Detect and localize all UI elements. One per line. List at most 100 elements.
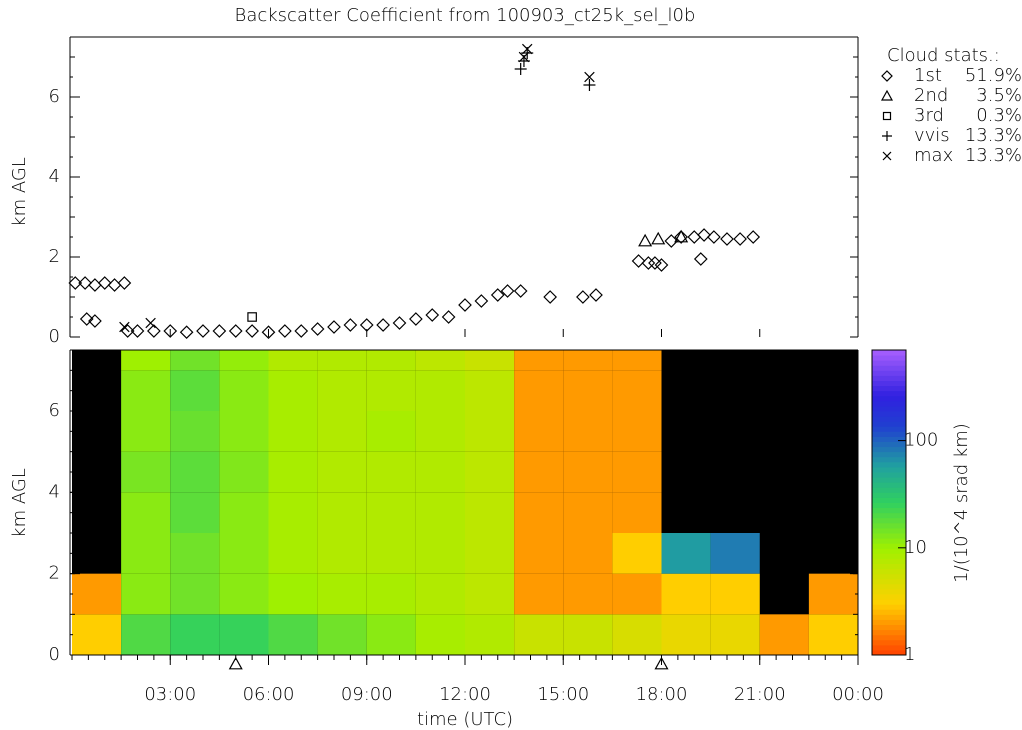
heat-cell — [219, 614, 269, 655]
heat-cell — [808, 573, 858, 615]
heat-cell — [121, 451, 171, 493]
heat-cell — [465, 492, 515, 533]
heat-cell — [514, 370, 564, 411]
point — [97, 276, 112, 290]
heat-cell — [563, 573, 613, 615]
heat-cell — [563, 533, 613, 574]
heat-cell — [366, 370, 416, 411]
heat-cell — [72, 573, 122, 615]
point — [147, 324, 161, 338]
y-tick-label: 4 — [49, 481, 60, 502]
colorbar-segment — [872, 472, 906, 478]
colorbar-segment — [872, 482, 906, 488]
heat-cell — [514, 451, 564, 493]
x-tick-label: 21:00 — [734, 684, 786, 705]
legend-stat: 13.3% — [965, 145, 1022, 166]
y-tick-label: 0 — [49, 326, 60, 347]
heat-cell — [563, 411, 613, 452]
y-axis-label: km AGL — [9, 468, 30, 538]
colorbar-segment — [872, 451, 906, 458]
heat-cell — [366, 451, 416, 493]
x-axis-label: time (UTC) — [417, 709, 513, 730]
colorbar-segment — [872, 604, 906, 610]
point — [78, 276, 92, 290]
colorbar-segment — [872, 355, 906, 361]
y-tick-label: 2 — [49, 246, 60, 267]
colorbar-segment — [872, 594, 906, 600]
point — [310, 322, 325, 336]
heat-cell — [121, 492, 171, 533]
colorbar-tick-label: 100 — [904, 430, 938, 451]
colorbar-segment — [872, 390, 906, 397]
colorbar-segment — [872, 350, 906, 356]
legend-label: vvis — [914, 125, 950, 146]
heat-cell — [366, 614, 416, 655]
point — [514, 63, 527, 75]
colorbar-segment — [872, 461, 906, 468]
heat-cell — [268, 370, 318, 411]
colorbar-segment — [872, 360, 906, 366]
point — [68, 276, 83, 290]
point — [746, 230, 761, 244]
heat-cell — [170, 533, 220, 574]
time-marker — [228, 656, 243, 670]
point — [664, 234, 679, 248]
heat-cell — [366, 492, 416, 533]
legend-marker — [882, 111, 892, 121]
heat-cell — [317, 614, 367, 655]
legend-marker — [882, 131, 892, 141]
point — [654, 258, 669, 272]
heat-cell — [514, 350, 564, 371]
colorbar-segment — [872, 507, 906, 514]
colorbar-segment — [872, 405, 906, 412]
heat-cell — [514, 492, 564, 533]
x-tick-label: 06:00 — [243, 684, 295, 705]
colorbar-tick-label: 10 — [904, 537, 927, 558]
colorbar-segment — [872, 558, 906, 564]
heat-cell — [170, 573, 220, 615]
heat-cell — [563, 614, 613, 655]
point — [474, 294, 489, 308]
point — [631, 254, 646, 268]
heat-cell — [121, 573, 171, 615]
colorbar-tick-label: 1 — [904, 644, 915, 665]
colorbar-segment — [872, 421, 906, 427]
heat-cell — [219, 492, 269, 533]
heat-cell — [514, 614, 564, 655]
colorbar-segment — [872, 624, 906, 631]
point — [179, 325, 194, 340]
colorbar-frame — [871, 349, 907, 656]
legend-label: max — [914, 145, 953, 166]
colorbar-segment — [872, 644, 906, 651]
point — [589, 288, 603, 302]
colorbar-segment — [872, 502, 906, 509]
heat-cell — [514, 411, 564, 452]
heat-cell — [563, 350, 613, 371]
colorbar-segment — [872, 385, 906, 392]
heat-cell — [121, 350, 171, 371]
colorbar-segment — [872, 522, 906, 529]
heat-cell — [170, 492, 220, 533]
x-tick-label: 18:00 — [636, 684, 688, 705]
heat-cell — [465, 370, 515, 411]
colorbar-segment — [872, 583, 906, 590]
colorbar-segment — [872, 609, 906, 615]
point — [707, 230, 721, 244]
colorbar-segment — [872, 588, 906, 595]
heat-cell — [612, 370, 662, 411]
heat-cell — [612, 533, 662, 574]
heat-cell — [170, 370, 220, 411]
heat-cell — [317, 370, 367, 411]
legend-label: 3rd — [914, 105, 944, 126]
colorbar-segment — [872, 395, 906, 402]
heat-cell — [661, 533, 711, 574]
heat-cell — [415, 573, 465, 615]
heat-cell — [268, 451, 318, 493]
heat-cell — [612, 492, 662, 533]
heat-cell — [219, 370, 269, 411]
colorbar-segment — [872, 634, 906, 641]
colorbar-segment — [872, 538, 906, 544]
y-tick-label: 0 — [49, 644, 60, 665]
point — [522, 43, 533, 55]
colorbar-label: 1/(10^4 srad km) — [951, 423, 972, 583]
